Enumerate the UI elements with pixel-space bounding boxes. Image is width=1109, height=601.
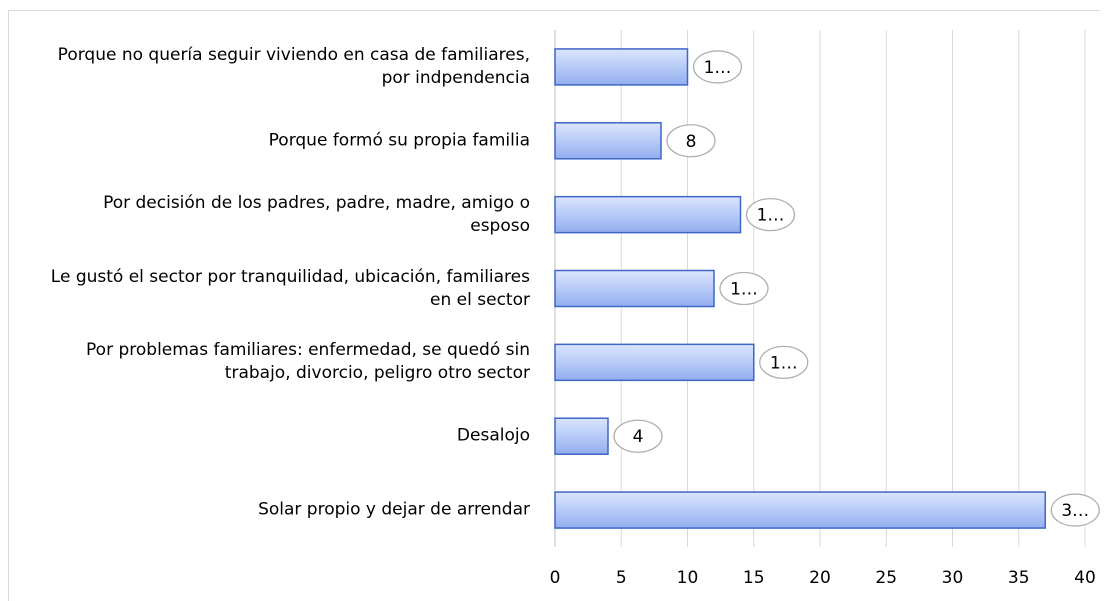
x-tick-label: 0 bbox=[550, 568, 561, 588]
x-tick-label: 30 bbox=[942, 568, 964, 588]
y-tick-label: Porque formó su propia familia bbox=[268, 130, 530, 151]
x-tick-label: 40 bbox=[1074, 568, 1096, 588]
bar bbox=[554, 48, 689, 86]
data-label-bubble bbox=[666, 124, 716, 158]
data-label-bubble bbox=[613, 419, 663, 453]
data-label-bubble bbox=[1050, 493, 1100, 527]
y-tick-label: Porque no quería seguir viviendo en casa… bbox=[57, 44, 530, 88]
x-tick-label: 20 bbox=[809, 568, 831, 588]
x-tick-label: 5 bbox=[616, 568, 627, 588]
data-label: 1… bbox=[704, 58, 732, 78]
data-label: 1… bbox=[730, 280, 758, 300]
x-tick-label: 35 bbox=[1008, 568, 1030, 588]
bar bbox=[554, 491, 1046, 529]
data-label: 1… bbox=[757, 206, 785, 226]
x-tick-label: 15 bbox=[743, 568, 765, 588]
x-tick-label: 25 bbox=[875, 568, 897, 588]
data-label: 1… bbox=[770, 353, 798, 373]
data-label: 3… bbox=[1061, 501, 1089, 521]
bar bbox=[554, 269, 715, 308]
bar bbox=[554, 417, 609, 455]
y-tick-label: Por problemas familiares: enfermedad, se… bbox=[86, 340, 530, 384]
data-label-bubble bbox=[745, 197, 796, 232]
data-label-bubble bbox=[759, 345, 809, 380]
chart-frame bbox=[8, 10, 1100, 601]
bar bbox=[554, 343, 755, 382]
bar bbox=[554, 122, 662, 160]
data-label: 4 bbox=[633, 427, 644, 447]
bar bbox=[554, 195, 742, 234]
y-tick-label: Solar propio y dejar de arrendar bbox=[258, 499, 530, 520]
x-tick-label: 10 bbox=[677, 568, 699, 588]
y-tick-label: Por decisión de los padres, padre, madre… bbox=[103, 192, 530, 236]
y-tick-label: Desalojo bbox=[456, 425, 530, 446]
data-label-bubble bbox=[692, 50, 743, 84]
data-label: 8 bbox=[686, 132, 697, 152]
y-tick-label: Le gustó el sector por tranquilidad, ubi… bbox=[50, 266, 530, 310]
data-label-bubble bbox=[719, 271, 769, 306]
